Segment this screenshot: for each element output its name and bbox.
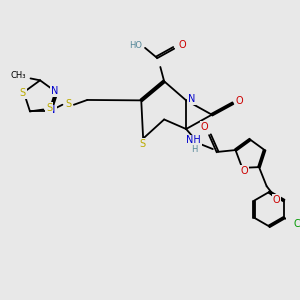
Text: N: N [48, 106, 56, 116]
Text: CH₃: CH₃ [11, 71, 26, 80]
Text: O: O [272, 195, 280, 205]
Text: HO: HO [129, 40, 142, 50]
Text: S: S [46, 103, 52, 112]
Text: N: N [51, 86, 58, 96]
Text: NH: NH [186, 136, 201, 146]
Text: O: O [240, 166, 248, 176]
Text: O: O [200, 122, 208, 132]
Text: S: S [139, 139, 145, 149]
Text: O: O [178, 40, 186, 50]
Text: Cl: Cl [294, 219, 300, 230]
Text: O: O [236, 96, 243, 106]
Text: S: S [65, 99, 71, 109]
Text: N: N [188, 94, 196, 104]
Text: S: S [20, 88, 26, 98]
Text: H: H [191, 145, 198, 154]
